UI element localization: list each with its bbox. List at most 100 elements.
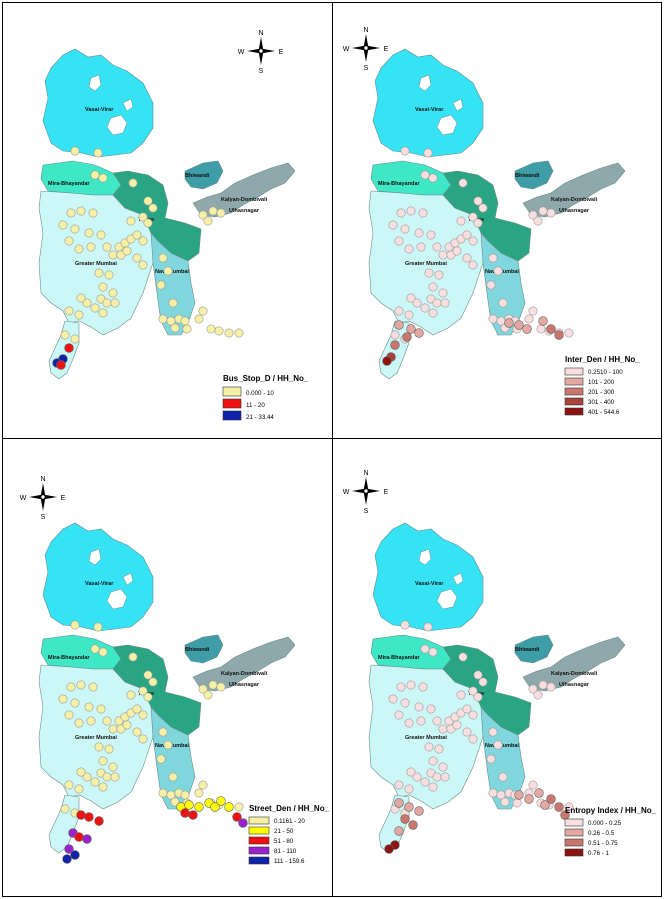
data-point xyxy=(388,220,398,230)
data-point xyxy=(384,844,394,854)
region-label-kalyan: Kalyan-Dombivali xyxy=(551,671,598,677)
compass-rose: N S E W xyxy=(238,30,284,75)
legend-title: Bus_Stop_D / HH_No_ xyxy=(223,374,309,383)
data-point xyxy=(74,718,84,728)
legend-label: 0.51 - 0.75 xyxy=(588,840,618,847)
map-legend: Entropy Index / HH_No_ 0.000 - 0.25 0.26 -… xyxy=(564,806,657,857)
data-point xyxy=(198,780,208,790)
data-point xyxy=(163,740,173,750)
data-point xyxy=(56,360,66,370)
data-point xyxy=(524,314,534,324)
region-label-bhiwandi: Bhiwandi xyxy=(515,173,540,179)
data-point xyxy=(394,710,404,720)
data-point xyxy=(203,216,213,226)
data-point xyxy=(60,330,70,340)
data-point xyxy=(540,800,550,810)
legend-label: 401 - 544.6 xyxy=(588,409,620,416)
legend-swatch xyxy=(564,387,584,396)
data-point xyxy=(486,754,496,764)
legend-label: 0.1161 - 20 xyxy=(274,818,305,825)
map-canvas: Vasai-VirarMira-BhayandarThaneBhiwandiKa… xyxy=(20,476,330,865)
region-layer: Vasai-VirarMira-BhayandarThaneBhiwandiKa… xyxy=(368,522,626,854)
data-point xyxy=(488,788,498,798)
data-point xyxy=(143,196,153,206)
data-point xyxy=(440,298,450,308)
compass-n: N xyxy=(363,470,368,477)
data-point xyxy=(498,298,508,308)
region-layer: Vasai-VirarMira-BhayandarThaneBhiwandiKa… xyxy=(38,48,296,380)
data-point xyxy=(138,260,148,270)
data-point xyxy=(420,303,430,313)
data-point xyxy=(438,762,448,772)
legend-swatch xyxy=(222,398,242,409)
data-point xyxy=(440,772,450,782)
data-point xyxy=(104,270,114,280)
legend-label: 51 - 80 xyxy=(274,838,294,845)
data-point xyxy=(93,622,103,632)
data-point xyxy=(234,328,244,338)
data-point xyxy=(456,690,466,700)
data-point xyxy=(64,844,74,854)
data-point xyxy=(108,288,118,298)
legend-swatch xyxy=(564,828,584,837)
data-point xyxy=(514,790,524,800)
data-point xyxy=(402,332,412,342)
data-point xyxy=(432,298,442,308)
data-point xyxy=(493,740,503,750)
data-point xyxy=(400,814,410,824)
data-point xyxy=(504,318,514,328)
data-point xyxy=(420,170,430,180)
data-point xyxy=(70,224,80,234)
data-point xyxy=(406,206,416,216)
data-point xyxy=(426,704,436,714)
point-layer xyxy=(382,146,574,366)
legend-swatch xyxy=(564,377,584,386)
data-point xyxy=(418,682,428,692)
data-point xyxy=(468,236,478,246)
region-thane xyxy=(442,170,532,262)
compass-s: S xyxy=(259,68,264,75)
legend-swatch xyxy=(222,410,242,421)
region-label-vasai: Vasai-Virar xyxy=(85,581,114,587)
data-point xyxy=(126,690,136,700)
lake-shape xyxy=(122,98,134,112)
region-thane xyxy=(112,644,202,736)
data-point xyxy=(533,216,543,226)
compass-e: E xyxy=(384,46,389,53)
data-point xyxy=(458,652,468,662)
data-point xyxy=(58,220,68,230)
data-point xyxy=(434,744,444,754)
compass-e: E xyxy=(384,489,389,496)
legend-swatch xyxy=(248,846,270,855)
region-mira-bhayandar xyxy=(370,160,452,196)
data-point xyxy=(396,682,406,692)
data-point xyxy=(404,718,414,728)
data-point xyxy=(184,800,194,810)
region-thane xyxy=(442,644,532,736)
data-point xyxy=(224,802,234,812)
data-point xyxy=(94,742,104,752)
data-point xyxy=(158,788,168,798)
data-point xyxy=(158,253,168,263)
data-point xyxy=(82,772,92,782)
data-point xyxy=(538,206,548,216)
data-point xyxy=(394,780,404,790)
compass-n: N xyxy=(258,30,263,37)
legend-label: 0.000 - 0.25 xyxy=(588,820,622,827)
data-point xyxy=(194,788,204,798)
data-point xyxy=(488,727,498,737)
data-point xyxy=(194,802,204,812)
data-point xyxy=(203,690,213,700)
data-point xyxy=(138,212,148,222)
data-point xyxy=(138,236,148,246)
region-label-ulhasnagar: Ulhasnagar xyxy=(229,682,260,688)
data-point xyxy=(143,670,153,680)
data-point xyxy=(70,334,80,344)
data-point xyxy=(493,266,503,276)
data-point xyxy=(478,203,488,213)
legend-swatch xyxy=(564,838,584,847)
data-point xyxy=(428,282,438,292)
data-point xyxy=(388,694,398,704)
legend-swatch xyxy=(564,397,584,406)
data-point xyxy=(76,680,86,690)
